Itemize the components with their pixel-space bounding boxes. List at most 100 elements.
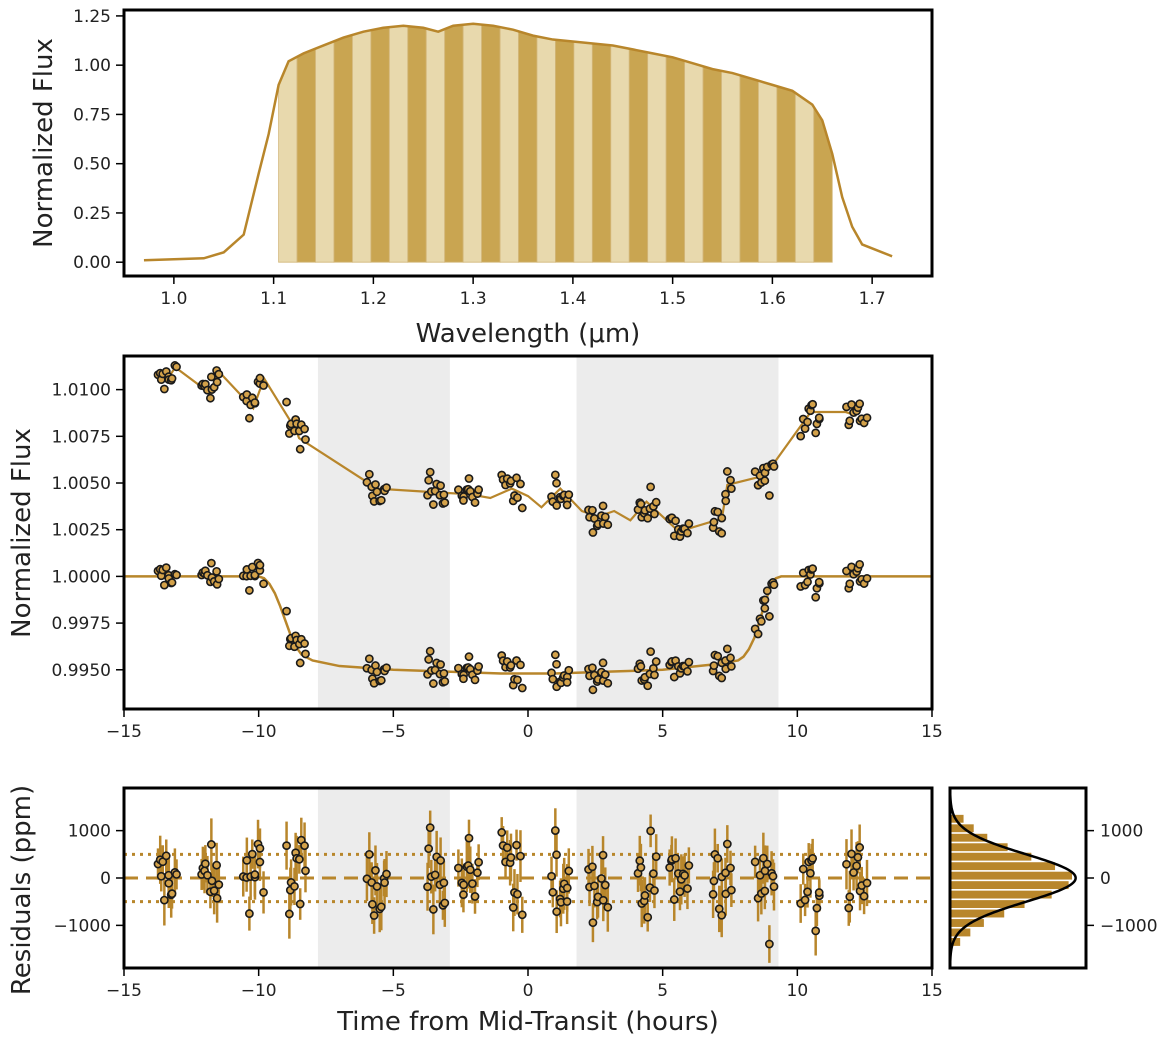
detrended-flux-point — [214, 574, 224, 584]
residual-point — [376, 902, 386, 912]
residual-point — [453, 863, 463, 873]
residual-point — [769, 882, 779, 892]
raw-flux-point — [259, 381, 268, 390]
residual-point — [640, 891, 650, 900]
residual-point — [600, 880, 610, 890]
residual-point — [808, 853, 818, 863]
throughput-bin — [794, 92, 815, 263]
y-tick-label: 1.0050 — [52, 474, 111, 494]
residual-point — [508, 903, 518, 912]
residual-point — [717, 910, 727, 920]
residual-point — [464, 833, 474, 843]
throughput-bin — [555, 39, 575, 263]
throughput-bin — [462, 23, 483, 263]
raw-flux-point — [636, 499, 646, 509]
throughput-bin — [628, 48, 649, 263]
residual-point — [650, 886, 659, 895]
residual-point — [502, 843, 512, 853]
detrended-flux-point — [643, 681, 653, 691]
raw-flux-point — [464, 474, 474, 483]
raw-flux-point — [371, 480, 380, 489]
residual-point — [459, 890, 468, 900]
raw-flux-point — [364, 469, 374, 479]
x-tick-label: 1.6 — [759, 289, 786, 309]
raw-flux-point — [808, 399, 818, 409]
residual-point — [550, 826, 560, 835]
residual-point — [562, 897, 572, 906]
residual-point — [675, 887, 685, 897]
x-tick-label: 1.7 — [859, 289, 886, 309]
y-tick-label: 1.25 — [73, 7, 111, 27]
detrended-flux-point — [814, 577, 824, 587]
residual-point — [646, 826, 656, 836]
detrended-flux-point — [713, 651, 723, 661]
residual-point — [295, 899, 305, 909]
y-tick-label: 0.9975 — [52, 614, 111, 634]
raw-flux-point — [212, 377, 222, 387]
detrended-flux-point — [726, 661, 736, 671]
residual-point — [684, 861, 694, 870]
throughput-panel: 1.0 1.1 1.2 1.3 1.4 1.5 1.6 1.7 0.00 0.25 0.50 0.7… — [29, 7, 934, 349]
residual-point — [436, 856, 445, 865]
raw-flux-point — [769, 462, 779, 471]
residual-point — [768, 871, 778, 881]
raw-flux-point — [300, 424, 309, 434]
residual-point — [516, 851, 525, 861]
raw-flux-point — [683, 528, 692, 538]
raw-flux-point — [516, 479, 525, 489]
residual-point — [259, 888, 268, 897]
y-tick-label: 1.0100 — [52, 381, 111, 401]
raw-flux-point — [172, 362, 181, 372]
residual-point — [423, 882, 432, 892]
x-tick-label: 1.2 — [360, 289, 387, 309]
gaussian-curve — [949, 795, 1077, 961]
residual-point — [814, 888, 824, 897]
histogram-y-ticks: −1000 0 1000 — [1086, 822, 1158, 936]
throughput-y-ticks: 0.00 0.25 0.50 0.75 1.00 1.25 — [73, 7, 124, 273]
residual-point — [255, 843, 265, 853]
raw-flux-point — [562, 500, 572, 510]
raw-flux-point — [250, 398, 260, 408]
detrended-flux-point — [382, 663, 391, 673]
residual-point — [506, 853, 516, 862]
x-tick-label: −5 — [381, 722, 406, 742]
detrended-flux-point — [726, 653, 735, 663]
throughput-curve — [143, 22, 893, 262]
residual-point — [853, 852, 863, 862]
residual-point — [803, 887, 812, 897]
detrended-flux-point — [636, 661, 646, 671]
raw-flux-point — [552, 478, 561, 488]
residual-point — [512, 840, 521, 850]
throughput-bin — [315, 40, 335, 263]
throughput-bin — [702, 65, 722, 263]
residuals-xlabel: Time from Mid-Transit (hours) — [336, 1007, 719, 1037]
detrended-flux-point — [470, 675, 480, 685]
throughput-frame — [122, 8, 934, 278]
residual-point — [800, 895, 810, 905]
detrended-flux-point — [709, 661, 719, 671]
throughput-bin — [481, 24, 501, 263]
residual-point — [764, 939, 774, 949]
residual-point — [242, 855, 252, 865]
y-tick-label: 0 — [1100, 869, 1111, 889]
raw-flux-point — [646, 482, 656, 492]
detrended-flux-point — [517, 683, 527, 693]
raw-flux-point — [425, 467, 435, 477]
detrended-flux-point — [808, 564, 818, 574]
raw-flux-point — [600, 512, 610, 522]
throughput-bin — [407, 25, 427, 263]
residual-point — [470, 892, 480, 901]
detrended-flux-point — [650, 670, 659, 680]
residual-point — [708, 889, 718, 899]
raw-flux-point — [255, 373, 265, 383]
detrended-flux-point — [436, 660, 445, 669]
residual-point — [212, 893, 222, 903]
detrended-flux-point — [803, 577, 812, 587]
residual-point — [294, 854, 304, 864]
raw-flux-point — [206, 372, 216, 382]
raw-flux-point — [428, 500, 438, 509]
residual-point — [203, 870, 212, 880]
detrended-flux-point — [244, 586, 254, 595]
residual-point — [671, 853, 680, 863]
